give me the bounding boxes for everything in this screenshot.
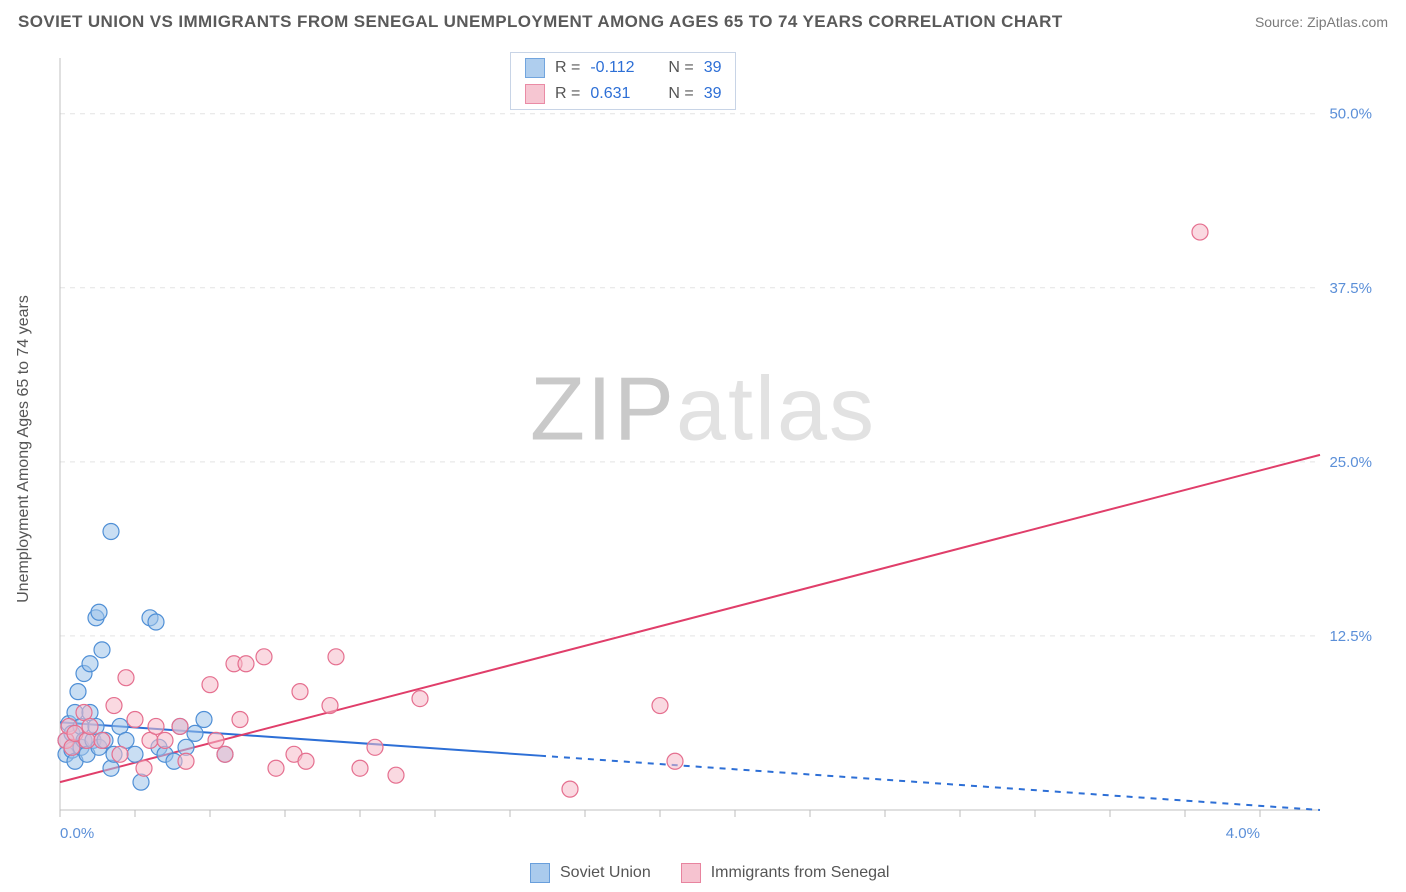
chart-container: SOVIET UNION VS IMMIGRANTS FROM SENEGAL …: [0, 0, 1406, 892]
legend-swatch-soviet_union: [530, 863, 550, 883]
y-axis-label: Unemployment Among Ages 65 to 74 years: [15, 295, 33, 603]
data-point-senegal: [178, 753, 194, 769]
n-label: N =: [668, 85, 693, 103]
data-point-senegal: [652, 698, 668, 714]
data-point-senegal: [112, 746, 128, 762]
header-row: SOVIET UNION VS IMMIGRANTS FROM SENEGAL …: [18, 12, 1388, 32]
legend-swatch-soviet_union: [525, 58, 545, 78]
data-point-senegal: [157, 732, 173, 748]
y-tick-label: 12.5%: [1329, 628, 1372, 645]
data-point-senegal: [322, 698, 338, 714]
data-point-senegal: [238, 656, 254, 672]
data-point-senegal: [208, 732, 224, 748]
data-point-senegal: [217, 746, 233, 762]
legend-swatch-senegal: [681, 863, 701, 883]
trend-line-senegal: [60, 455, 1320, 782]
data-point-senegal: [106, 698, 122, 714]
data-point-senegal: [79, 732, 95, 748]
correlation-legend: R = -0.112 N = 39 R = 0.631 N = 39: [510, 52, 736, 110]
y-tick-label: 50.0%: [1329, 106, 1372, 123]
legend-swatch-senegal: [525, 84, 545, 104]
y-tick-label: 25.0%: [1329, 454, 1372, 471]
y-tick-label: 37.5%: [1329, 280, 1372, 297]
r-value-senegal: 0.631: [590, 85, 650, 103]
data-point-senegal: [127, 711, 143, 727]
data-point-soviet_union: [103, 523, 119, 539]
series-legend-item-senegal: Immigrants from Senegal: [681, 863, 890, 883]
data-point-senegal: [94, 732, 110, 748]
data-point-senegal: [118, 670, 134, 686]
chart-title: SOVIET UNION VS IMMIGRANTS FROM SENEGAL …: [18, 12, 1063, 32]
data-point-senegal: [412, 691, 428, 707]
data-point-senegal: [292, 684, 308, 700]
data-point-senegal: [667, 753, 683, 769]
data-point-soviet_union: [196, 711, 212, 727]
series-legend: Soviet Union Immigrants from Senegal: [530, 863, 889, 883]
series-legend-item-soviet_union: Soviet Union: [530, 863, 651, 883]
data-point-soviet_union: [187, 725, 203, 741]
x-tick-label: 4.0%: [1226, 825, 1260, 842]
data-point-soviet_union: [70, 684, 86, 700]
data-point-senegal: [367, 739, 383, 755]
x-tick-label: 0.0%: [60, 825, 94, 842]
data-point-senegal: [136, 760, 152, 776]
data-point-soviet_union: [148, 614, 164, 630]
data-point-soviet_union: [133, 774, 149, 790]
data-point-senegal: [232, 711, 248, 727]
n-value-senegal: 39: [704, 85, 722, 103]
correlation-legend-row-soviet_union: R = -0.112 N = 39: [511, 55, 735, 81]
data-point-soviet_union: [82, 656, 98, 672]
series-label-senegal: Immigrants from Senegal: [711, 864, 890, 882]
data-point-soviet_union: [127, 746, 143, 762]
data-point-senegal: [172, 718, 188, 734]
data-point-senegal: [298, 753, 314, 769]
scatter-plot: 12.5% 25.0% 37.5% 50.0% 0.0% 4.0%: [50, 50, 1380, 850]
data-point-senegal: [388, 767, 404, 783]
data-point-soviet_union: [91, 604, 107, 620]
data-point-soviet_union: [103, 760, 119, 776]
n-label: N =: [668, 59, 693, 77]
series-label-soviet_union: Soviet Union: [560, 864, 651, 882]
data-point-senegal: [268, 760, 284, 776]
correlation-legend-row-senegal: R = 0.631 N = 39: [511, 81, 735, 107]
r-label: R =: [555, 85, 580, 103]
r-value-soviet_union: -0.112: [590, 59, 650, 77]
data-point-senegal: [82, 718, 98, 734]
data-point-senegal: [562, 781, 578, 797]
trend-line-soviet_union-extrapolated: [540, 756, 1320, 810]
data-point-senegal: [256, 649, 272, 665]
data-point-senegal: [148, 718, 164, 734]
r-label: R =: [555, 59, 580, 77]
data-point-senegal: [352, 760, 368, 776]
data-point-senegal: [202, 677, 218, 693]
n-value-soviet_union: 39: [704, 59, 722, 77]
source-citation: Source: ZipAtlas.com: [1255, 14, 1388, 30]
data-point-senegal: [1192, 224, 1208, 240]
data-point-soviet_union: [94, 642, 110, 658]
data-point-senegal: [64, 739, 80, 755]
data-point-senegal: [328, 649, 344, 665]
